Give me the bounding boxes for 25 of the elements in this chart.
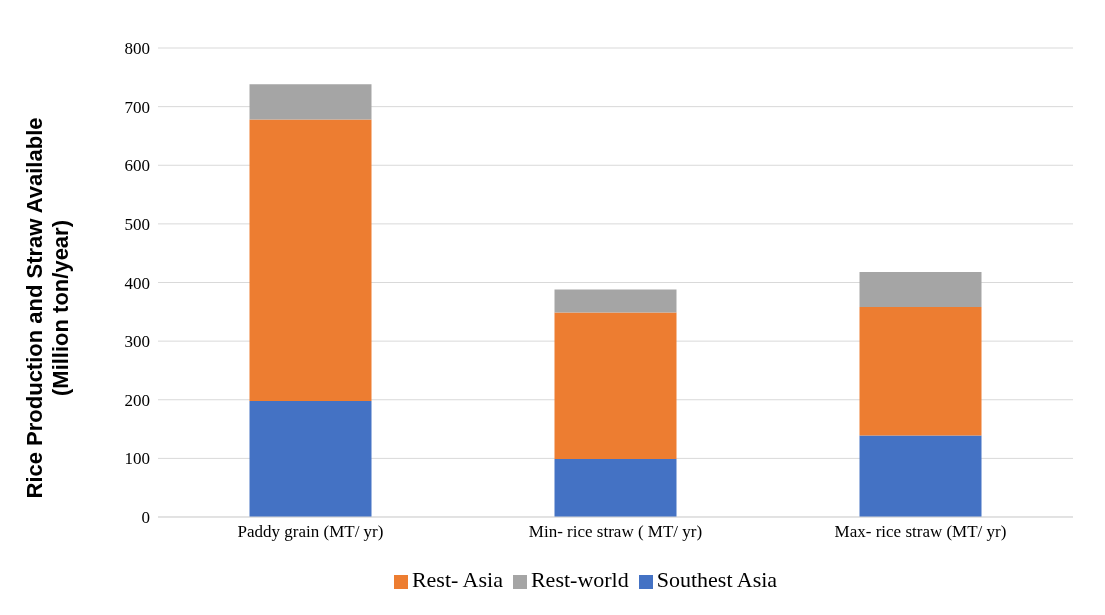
- x-tick-label: Min- rice straw ( MT/ yr): [528, 522, 703, 542]
- y-tick-label: 700: [124, 97, 150, 117]
- y-tick-label: 600: [124, 156, 150, 176]
- bar: [859, 307, 982, 436]
- y-tick-label: 800: [124, 39, 150, 59]
- bar: [554, 458, 677, 517]
- legend-label: Rest- Asia: [411, 567, 503, 592]
- x-tick-label: Max- rice straw (MT/ yr): [834, 522, 1007, 542]
- y-tick-label: 0: [141, 508, 150, 528]
- y-axis-title: Rice Production and Straw Available (Million ton/year): [22, 117, 74, 499]
- bar: [554, 312, 677, 459]
- y-tick-label: 300: [124, 332, 150, 352]
- y-tick-label: 500: [124, 214, 150, 234]
- bar: [249, 400, 372, 517]
- y-tick-label: 400: [124, 273, 150, 293]
- y-tick-label: 200: [124, 390, 150, 410]
- legend-label: Rest-world: [530, 567, 629, 592]
- bar: [859, 271, 982, 308]
- y-tick-label: 100: [124, 449, 150, 469]
- bar: [554, 289, 677, 313]
- x-tick-label: Paddy grain (MT/ yr): [237, 522, 384, 542]
- legend-label: Southest Asia: [656, 567, 778, 592]
- bar: [249, 84, 372, 120]
- bar: [859, 435, 982, 517]
- bar: [249, 119, 372, 401]
